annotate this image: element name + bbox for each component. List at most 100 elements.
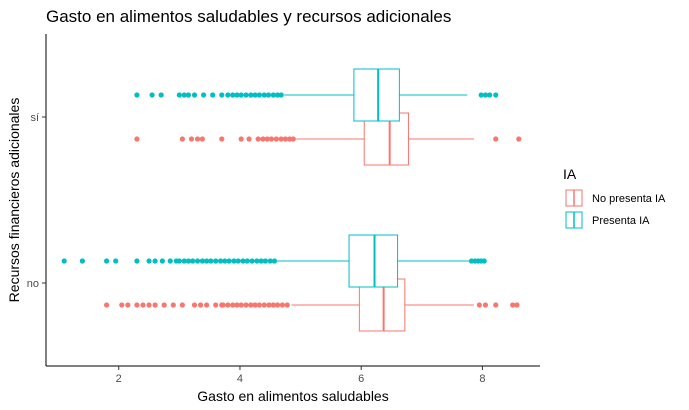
box-no-1	[276, 234, 470, 288]
outlier-point	[265, 92, 272, 98]
boxes-layer	[276, 68, 474, 332]
iqr-box	[348, 234, 399, 288]
box-sí-0	[296, 112, 474, 166]
outlier-point	[181, 92, 187, 98]
outlier-point	[191, 92, 198, 98]
outlier-point	[176, 258, 182, 264]
x-tick-label: 6	[358, 373, 364, 385]
outlier-point	[261, 302, 267, 308]
outlier-point	[190, 258, 196, 264]
box-no-0	[291, 278, 474, 332]
outlier-point	[225, 92, 231, 98]
chart-title: Gasto en alimentos saludables y recursos…	[46, 7, 451, 26]
outlier-point	[260, 136, 266, 142]
outlier-point	[468, 258, 475, 264]
outlier-point	[268, 136, 275, 142]
legend-entries: No presenta IA Presenta IA	[565, 189, 666, 229]
outlier-point	[264, 136, 270, 142]
legend-item: No presenta IA	[565, 189, 666, 207]
plot-area	[61, 68, 522, 332]
outlier-point	[113, 258, 119, 264]
outlier-point	[279, 302, 285, 308]
outlier-point	[176, 92, 182, 98]
outlier-point	[217, 258, 224, 264]
outlier-point	[197, 302, 204, 308]
outlier-point	[152, 258, 158, 264]
outlier-point	[248, 302, 254, 308]
outlier-point	[149, 92, 155, 98]
outlier-point	[234, 92, 240, 98]
outlier-point	[158, 92, 164, 98]
outlier-point	[252, 302, 258, 308]
outlier-point	[274, 92, 281, 98]
outlier-point	[161, 302, 167, 308]
outlier-point	[185, 92, 192, 98]
outlier-point	[191, 302, 198, 308]
outlier-point	[234, 302, 240, 308]
outlier-point	[146, 302, 152, 308]
outlier-point	[219, 92, 225, 98]
legend: IA No presenta IA Presenta IA	[563, 166, 666, 229]
outlier-point	[179, 302, 185, 308]
outlier-point	[516, 136, 522, 142]
outlier-point	[134, 258, 140, 264]
outlier-point	[476, 302, 482, 308]
outlier-point	[125, 302, 131, 308]
box-sí-1	[284, 68, 468, 122]
outlier-point	[487, 92, 493, 98]
outlier-point	[290, 136, 296, 142]
outlier-point	[104, 258, 110, 264]
outlier-point	[104, 302, 110, 308]
outlier-point	[238, 92, 244, 98]
outlier-point	[204, 258, 210, 264]
outlier-point	[226, 258, 232, 264]
outlier-point	[274, 302, 281, 308]
outlier-point	[510, 302, 516, 308]
outlier-point	[244, 258, 250, 264]
outlier-point	[249, 258, 255, 264]
outlier-point	[482, 302, 489, 308]
y-tick-label: sí	[30, 112, 39, 124]
outlier-point	[170, 302, 176, 308]
outlier-point	[255, 136, 261, 142]
outlier-point	[185, 258, 192, 264]
legend-label: Presenta IA	[592, 215, 650, 227]
outlier-point	[210, 92, 216, 98]
outlier-point	[61, 258, 67, 264]
outlier-point	[213, 302, 219, 308]
outlier-point	[243, 92, 249, 98]
outlier-point	[235, 258, 241, 264]
outlier-point	[278, 136, 284, 142]
y-axis-title: Recursos financieros adicionales	[6, 98, 22, 303]
outlier-point	[287, 136, 293, 142]
legend-title: IA	[563, 166, 577, 182]
outlier-point	[152, 302, 158, 308]
legend-item: Presenta IA	[565, 211, 650, 229]
outlier-point	[482, 92, 489, 98]
outlier-point	[256, 92, 262, 98]
outlier-point	[134, 302, 140, 308]
x-tick-label: 4	[237, 373, 243, 385]
outlier-point	[230, 92, 236, 98]
outlier-point	[254, 258, 260, 264]
outlier-point	[493, 136, 499, 142]
outlier-point	[204, 302, 210, 308]
legend-label: No presenta IA	[592, 193, 666, 205]
outlier-point	[262, 258, 269, 264]
outlier-point	[248, 92, 254, 98]
outliers-layer	[61, 92, 522, 308]
outlier-point	[140, 302, 146, 308]
outlier-point	[240, 258, 246, 264]
outlier-point	[119, 302, 125, 308]
outlier-point	[514, 302, 520, 308]
outlier-point	[231, 258, 237, 264]
outlier-point	[194, 258, 201, 264]
outlier-point	[258, 258, 264, 264]
outlier-point	[238, 136, 244, 142]
outlier-point	[478, 92, 484, 98]
outlier-point	[199, 136, 205, 142]
outlier-point	[246, 136, 252, 142]
outlier-point	[181, 258, 187, 264]
x-axis-ticks: 2 4 6 8	[116, 366, 485, 385]
